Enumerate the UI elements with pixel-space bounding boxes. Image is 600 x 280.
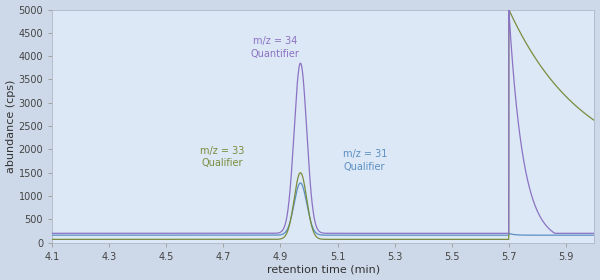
Y-axis label: abundance (cps): abundance (cps) bbox=[5, 80, 16, 173]
Text: m/z = 31
Qualifier: m/z = 31 Qualifier bbox=[343, 150, 388, 172]
Text: m/z = 34
Quantifier: m/z = 34 Quantifier bbox=[250, 36, 299, 59]
Text: m/z = 33
Qualifier: m/z = 33 Qualifier bbox=[200, 146, 244, 168]
X-axis label: retention time (min): retention time (min) bbox=[267, 264, 380, 274]
